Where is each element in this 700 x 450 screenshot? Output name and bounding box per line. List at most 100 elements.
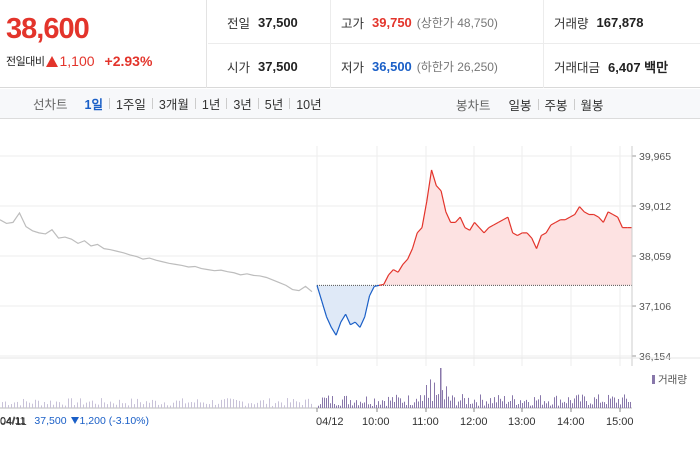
- volume-bar: [522, 402, 523, 408]
- volume-bar: [2, 402, 3, 408]
- period-3y[interactable]: 3년: [233, 98, 252, 112]
- down-triangle-icon: [70, 417, 79, 424]
- volume-bar: [146, 401, 147, 408]
- volume-bar: [448, 396, 449, 408]
- series-today-segment: [321, 300, 328, 318]
- candle-monthly[interactable]: 월봉: [580, 98, 604, 113]
- volume-bar: [38, 400, 39, 408]
- volume-bar: [308, 398, 309, 408]
- series-today-segment: [440, 190, 447, 213]
- series-today-segment: [488, 224, 494, 229]
- area-below-baseline: [317, 285, 632, 336]
- volume-bar: [378, 401, 379, 408]
- period-1d[interactable]: 1일: [84, 98, 103, 112]
- volume-bar: [568, 397, 569, 408]
- volume-bar: [77, 402, 78, 408]
- series-today-segment: [345, 313, 351, 325]
- stat-value: 36,500: [372, 58, 412, 74]
- period-1w[interactable]: 1주일: [115, 98, 146, 112]
- volume-bar: [164, 402, 165, 408]
- volume-legend-label: 거래량: [658, 374, 687, 386]
- series-today-segment: [364, 295, 371, 317]
- volume-bar: [614, 397, 615, 408]
- series-today-segment: [535, 235, 542, 249]
- volume-bar: [328, 395, 329, 408]
- volume-bar: [155, 400, 156, 408]
- period-3m[interactable]: 3개월: [158, 98, 189, 112]
- volume-bar: [352, 405, 353, 408]
- series-today-segment: [368, 286, 375, 297]
- series-today-segment: [502, 216, 509, 221]
- volume-bar: [510, 400, 511, 408]
- volume-bar: [266, 403, 267, 408]
- volume-bar: [578, 394, 579, 408]
- volume-bar: [506, 403, 507, 408]
- stat-limit-up: (상한가 48,750): [416, 15, 498, 30]
- divider: [573, 98, 575, 110]
- series-today-segment: [459, 216, 466, 228]
- stat-limit-down: (하한가 26,250): [416, 59, 498, 74]
- volume-bar: [418, 401, 419, 408]
- volume-bar: [56, 401, 57, 408]
- volume-bar: [402, 402, 403, 408]
- series-today-segment: [374, 284, 380, 287]
- volume-bar: [269, 398, 270, 408]
- candle-group: 봉차트 일봉 주봉 월봉: [456, 89, 610, 119]
- volume-bar: [83, 404, 84, 408]
- y-tick-label: 37,106: [639, 301, 671, 313]
- volume-bar: [221, 399, 222, 408]
- volume-bar: [137, 398, 138, 408]
- divider: [151, 98, 153, 109]
- volume-bar: [382, 400, 383, 408]
- series-today-segment: [407, 248, 414, 260]
- volume-bar: [372, 405, 373, 408]
- series-today-segment: [602, 211, 609, 223]
- volume-bar: [406, 405, 407, 408]
- series-prev-day: [0, 211, 313, 293]
- volume-bar: [624, 394, 625, 408]
- x-tick-label: 04/12: [316, 416, 344, 428]
- volume-bar: [134, 404, 135, 408]
- y-tick-label: 38,059: [639, 251, 671, 263]
- period-10y[interactable]: 10년: [296, 98, 322, 112]
- volume-bar: [230, 398, 231, 408]
- volume-bar: [188, 402, 189, 408]
- volume-bar: [620, 404, 621, 408]
- volume-bar: [424, 395, 425, 408]
- volume-bar: [11, 404, 12, 408]
- volume-bar: [260, 400, 261, 408]
- volume-bar: [498, 395, 499, 408]
- volume-bar: [584, 396, 585, 408]
- volume-bar: [318, 405, 319, 408]
- candle-weekly[interactable]: 주봉: [544, 98, 568, 113]
- candle-daily[interactable]: 일봉: [508, 98, 532, 113]
- period-1y[interactable]: 1년: [201, 98, 221, 112]
- series-today-segment: [612, 213, 618, 218]
- volume-bar: [580, 401, 581, 408]
- stat-label: 거래량: [554, 16, 589, 31]
- volume-bar: [254, 404, 255, 408]
- volume-bar: [440, 368, 442, 408]
- series-today-segment: [493, 221, 499, 226]
- series-today-segment: [478, 227, 485, 234]
- volume-bar: [386, 405, 387, 408]
- volume-bar: [608, 394, 609, 408]
- volume-bar: [302, 404, 303, 408]
- volume-bar: [416, 398, 417, 408]
- period-5y[interactable]: 5년: [264, 98, 284, 112]
- volume-bar: [430, 379, 431, 408]
- line-chart-label: 선차트: [33, 98, 68, 112]
- volume-bar: [490, 398, 491, 408]
- volume-bar: [257, 402, 258, 408]
- volume-bar: [466, 404, 467, 408]
- chart-lines: [0, 169, 632, 336]
- volume-bar: [488, 403, 489, 408]
- up-triangle-icon: [46, 55, 59, 67]
- volume-bar: [209, 404, 210, 408]
- volume-bar: [392, 397, 393, 408]
- volume-bar: [588, 404, 589, 408]
- series-today-segment: [617, 216, 624, 228]
- volume-bar: [546, 403, 547, 408]
- volume-bar: [149, 402, 150, 408]
